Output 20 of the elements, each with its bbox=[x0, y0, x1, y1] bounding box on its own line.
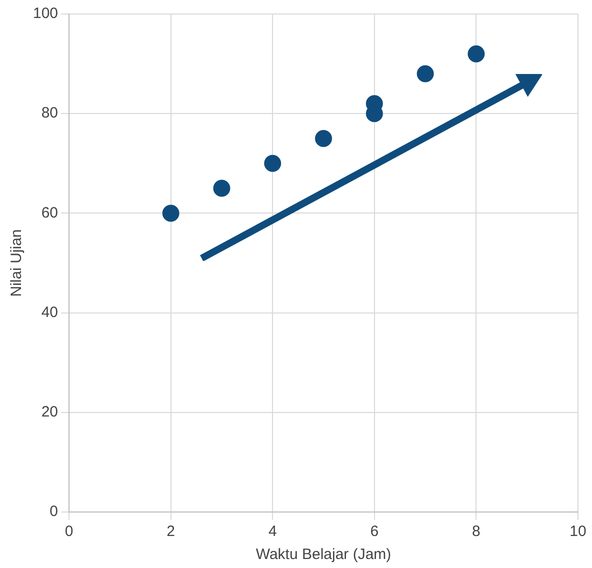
x-tick-label: 0 bbox=[64, 523, 74, 540]
point bbox=[162, 204, 180, 222]
point bbox=[315, 130, 332, 147]
y-tick-label: 20 bbox=[41, 404, 58, 421]
x-tick-label: 4 bbox=[268, 523, 277, 540]
point bbox=[468, 45, 485, 62]
y-tick-label: 40 bbox=[41, 304, 58, 321]
y-axis-title: Nilai Ujian bbox=[8, 229, 26, 297]
x-tick-label: 8 bbox=[472, 523, 480, 540]
point bbox=[264, 154, 282, 172]
x-tick-label: 6 bbox=[370, 523, 379, 540]
x-axis-title: Waktu Belajar (Jam) bbox=[256, 546, 392, 564]
y-tick-label: 100 bbox=[32, 5, 58, 22]
y-tick-label: 0 bbox=[50, 503, 58, 520]
point bbox=[416, 65, 434, 82]
y-tick-label: 80 bbox=[41, 104, 58, 122]
x-tick-label: 10 bbox=[570, 523, 586, 540]
x-tick-label: 2 bbox=[166, 523, 175, 540]
y-tick-label: 60 bbox=[41, 204, 58, 222]
point bbox=[213, 180, 230, 197]
